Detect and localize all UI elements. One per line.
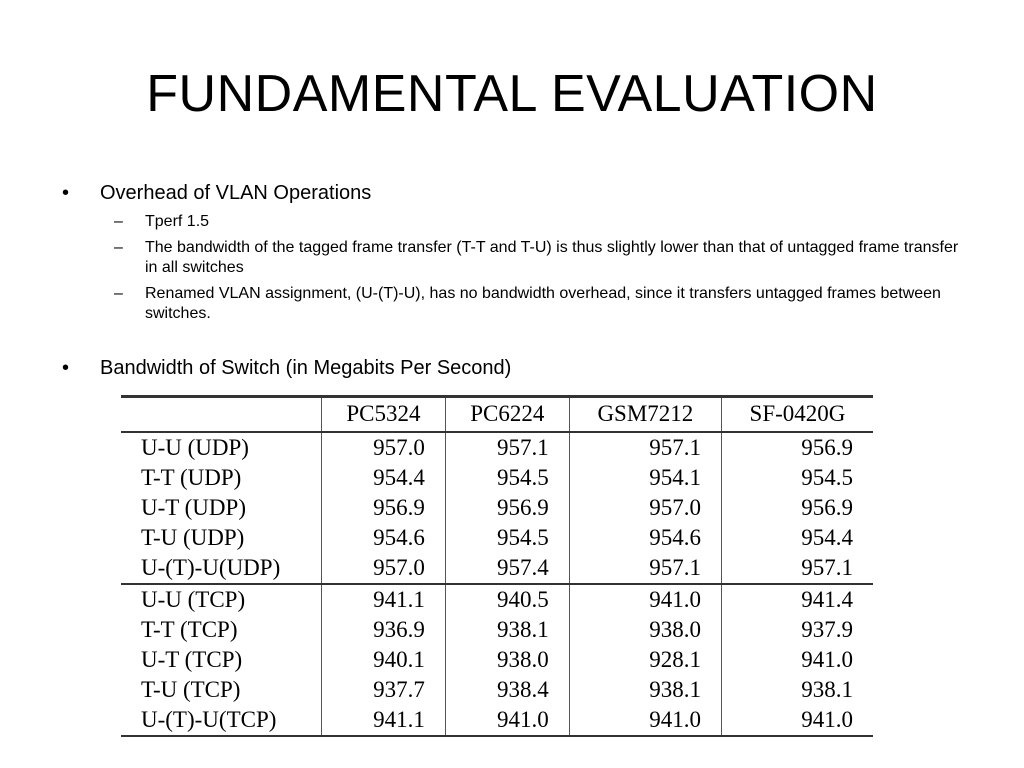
bandwidth-table-container: PC5324 PC6224 GSM7212 SF-0420G U-U (UDP)…: [121, 395, 873, 737]
table-cell: 941.0: [720, 705, 873, 736]
table-cell: 941.0: [568, 705, 722, 736]
table-cell: 956.9: [444, 493, 570, 523]
table-cell: 957.1: [568, 432, 722, 463]
row-label: T-T (TCP): [141, 617, 238, 642]
row-label: U-T (TCP): [141, 647, 243, 672]
table-header-row: PC5324 PC6224 GSM7212 SF-0420G: [121, 396, 873, 433]
table-cell: 954.6: [568, 523, 722, 553]
row-label: T-U (TCP): [141, 677, 241, 702]
subbullet-text: Renamed VLAN assignment, (U-(T)-U), has …: [145, 285, 941, 322]
table-cell: 941.0: [444, 705, 570, 736]
table-cell: 938.1: [444, 615, 570, 645]
table-row: U-U (UDP) 957.0 957.1 957.1 956.9: [121, 432, 873, 463]
table-cell: 954.4: [321, 463, 446, 493]
table-cell: 940.1: [321, 645, 446, 675]
row-label: U-T (UDP): [141, 495, 246, 520]
table-row: U-T (UDP) 956.9 956.9 957.0 956.9: [121, 493, 873, 523]
table-cell: 957.1: [444, 432, 570, 463]
table-cell: 957.1: [720, 553, 873, 584]
table-cell: 954.5: [444, 523, 570, 553]
table-cell: 956.9: [321, 493, 446, 523]
table-cell: 957.0: [568, 493, 722, 523]
bullet-text: Bandwidth of Switch (in Megabits Per Sec…: [100, 357, 512, 379]
table-row: U-T (TCP) 940.1 938.0 928.1 941.0: [121, 645, 873, 675]
table-row: U-(T)-U(UDP) 957.0 957.4 957.1 957.1: [121, 553, 873, 584]
row-label: U-(T)-U(TCP): [141, 707, 277, 732]
row-label: U-(T)-U(UDP): [141, 555, 281, 580]
table-cell: 956.9: [720, 493, 873, 523]
table-cell: 954.5: [444, 463, 570, 493]
bullet-text: Overhead of VLAN Operations: [100, 182, 372, 204]
row-label: U-U (UDP): [141, 435, 249, 460]
subbullet-item-tperf: – Tperf 1.5: [114, 212, 974, 232]
table-cell: 957.0: [321, 553, 446, 584]
subbullet-item-renamed-vlan: – Renamed VLAN assignment, (U-(T)-U), ha…: [114, 284, 974, 324]
subbullet-item-tagged-bandwidth: – The bandwidth of the tagged frame tran…: [114, 238, 974, 278]
table-row: T-T (TCP) 936.9 938.1 938.0 937.9: [121, 615, 873, 645]
table-cell: 941.1: [321, 583, 446, 615]
table-cell: 954.1: [568, 463, 722, 493]
table-cell: 941.1: [321, 705, 446, 736]
row-label: T-T (UDP): [141, 465, 242, 490]
table-cell: 957.1: [568, 553, 722, 584]
dash-marker: –: [114, 213, 123, 230]
table-row: T-U (TCP) 937.7 938.4 938.1 938.1: [121, 675, 873, 705]
table-cell: 941.4: [720, 583, 873, 615]
table-cell: 938.0: [444, 645, 570, 675]
table-cell: 957.0: [321, 432, 446, 463]
dash-marker: –: [114, 239, 123, 256]
table-cell: 956.9: [720, 432, 873, 463]
row-label: T-U (UDP): [141, 525, 245, 550]
table-cell: 928.1: [568, 645, 722, 675]
slide-title: FUNDAMENTAL EVALUATION: [146, 65, 878, 123]
table-cell: 938.0: [568, 615, 722, 645]
table-row: T-U (UDP) 954.6 954.5 954.6 954.4: [121, 523, 873, 553]
column-header-empty: [121, 396, 322, 433]
table-cell: 954.6: [321, 523, 446, 553]
table-cell: 940.5: [444, 583, 570, 615]
table-row: U-(T)-U(TCP) 941.1 941.0 941.0 941.0: [121, 705, 873, 736]
table-cell: 954.5: [720, 463, 873, 493]
table-row: T-T (UDP) 954.4 954.5 954.1 954.5: [121, 463, 873, 493]
column-header-gsm7212: GSM7212: [568, 396, 722, 433]
table-cell: 938.1: [568, 675, 722, 705]
table-cell: 957.4: [444, 553, 570, 584]
table-row: U-U (TCP) 941.1 940.5 941.0 941.4: [121, 583, 873, 615]
table-cell: 941.0: [720, 645, 873, 675]
table-cell: 954.4: [720, 523, 873, 553]
table-cell: 941.0: [568, 583, 722, 615]
column-header-pc6224: PC6224: [444, 396, 570, 433]
dash-marker: –: [114, 285, 123, 302]
table-cell: 938.4: [444, 675, 570, 705]
column-header-pc5324: PC5324: [321, 396, 446, 433]
table-cell: 938.1: [720, 675, 873, 705]
table-cell: 936.9: [321, 615, 446, 645]
subbullet-text: The bandwidth of the tagged frame transf…: [145, 239, 959, 276]
table-cell: 937.9: [720, 615, 873, 645]
table-cell: 937.7: [321, 675, 446, 705]
bandwidth-table: PC5324 PC6224 GSM7212 SF-0420G U-U (UDP)…: [121, 395, 873, 737]
column-header-sf0420g: SF-0420G: [720, 396, 873, 433]
bullet-marker: •: [62, 357, 70, 379]
subbullet-text: Tperf 1.5: [145, 213, 210, 230]
row-label: U-U (TCP): [121, 583, 322, 615]
bullet-marker: •: [62, 182, 70, 204]
